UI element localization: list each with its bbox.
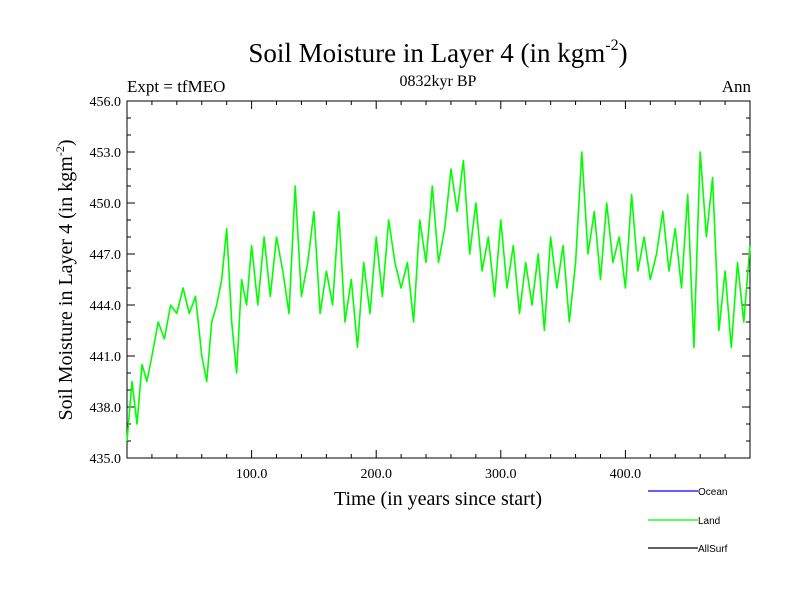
series-line-land [126, 151, 751, 442]
plot-frame [126, 100, 751, 459]
legend-label-land: Land [698, 516, 720, 527]
legend: Ocean Land AllSurf [648, 487, 728, 555]
y-tick-label: 447.0 [90, 248, 122, 263]
y-tick-label: 453.0 [90, 146, 122, 161]
x-tick-label: 300.0 [485, 467, 517, 482]
y-tick-label: 456.0 [90, 95, 122, 110]
x-tick-label: 400.0 [610, 467, 642, 482]
y-tick-label: 435.0 [90, 452, 122, 467]
y-axis-ticks: 435.0 438.0 441.0 444.0 447.0 450.0 453.0 456.0 [90, 95, 750, 467]
experiment-label: Expt = tfMEO [127, 77, 225, 96]
y-axis-label: Soil Moisture in Layer 4 (in kgm-2) [53, 139, 77, 420]
season-label: Ann [722, 77, 752, 96]
chart-title: Soil Moisture in Layer 4 (in kgm-2) [248, 37, 627, 68]
legend-label-ocean: Ocean [698, 487, 727, 498]
x-axis-label: Time (in years since start) [334, 488, 542, 510]
y-tick-label: 444.0 [90, 299, 122, 314]
chart-subtitle: 0832kyr BP [400, 73, 477, 90]
x-tick-label: 200.0 [360, 467, 392, 482]
legend-label-allsurf: AllSurf [698, 544, 728, 555]
y-tick-label: 450.0 [90, 197, 122, 212]
y-tick-label: 441.0 [90, 350, 122, 365]
series-layer [126, 151, 751, 442]
y-tick-label: 438.0 [90, 401, 122, 416]
x-axis-ticks: 100.0 200.0 300.0 400.0 [151, 101, 726, 482]
x-tick-label: 100.0 [236, 467, 268, 482]
